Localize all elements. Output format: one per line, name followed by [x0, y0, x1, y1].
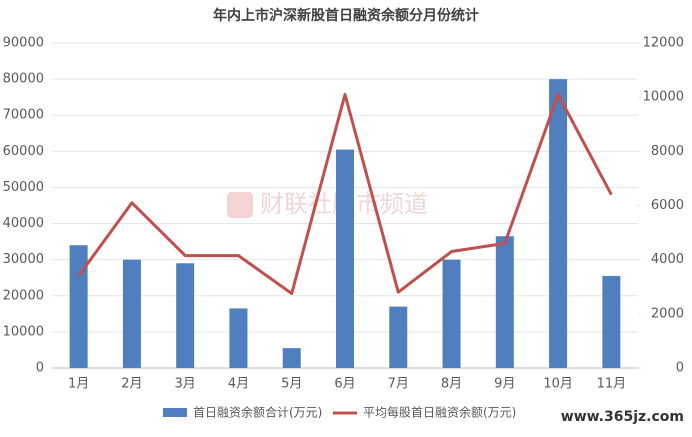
- bar: [336, 149, 354, 368]
- y-tick-label: 60000: [3, 144, 44, 159]
- y2-tick-label: 0: [676, 361, 684, 376]
- x-tick-label: 11月: [597, 377, 627, 392]
- y2-tick-label: 12000: [643, 36, 684, 51]
- y-tick-label: 30000: [3, 252, 44, 267]
- y2-tick-label: 10000: [643, 90, 684, 105]
- legend-label: 平均每股首日融资余额(万元): [363, 405, 516, 420]
- x-tick-label: 3月: [175, 377, 196, 392]
- x-tick-label: 7月: [388, 377, 409, 392]
- y2-tick-label: 6000: [651, 198, 684, 213]
- x-tick-label: 5月: [281, 377, 302, 392]
- bar: [389, 306, 408, 368]
- x-tick-label: 2月: [121, 377, 142, 392]
- x-tick-label: 1月: [68, 377, 89, 392]
- legend-swatch: [163, 408, 187, 417]
- y2-tick-label: 2000: [651, 306, 684, 321]
- bar: [122, 259, 141, 368]
- y-tick-label: 90000: [3, 36, 44, 51]
- x-tick-label: 9月: [494, 377, 515, 392]
- bar: [495, 236, 514, 368]
- bar: [229, 308, 248, 368]
- bar: [282, 348, 301, 368]
- y-tick-label: 50000: [3, 180, 44, 195]
- x-tick-label: 6月: [334, 377, 355, 392]
- y-tick-label: 80000: [3, 72, 44, 87]
- y-tick-label: 20000: [3, 288, 44, 303]
- y-tick-label: 10000: [3, 324, 44, 339]
- x-tick-label: 10月: [543, 377, 573, 392]
- x-tick-label: 8月: [441, 377, 462, 392]
- watermark-logo: [227, 192, 253, 218]
- footer-text: www.365jz.com: [561, 409, 684, 425]
- bar: [442, 259, 461, 368]
- y-tick-label: 0: [36, 361, 44, 376]
- x-tick-label: 4月: [228, 377, 249, 392]
- y-tick-label: 70000: [3, 108, 44, 123]
- y2-tick-label: 4000: [651, 252, 684, 267]
- chart-title: 年内上市沪深新股首日融资余额分月份统计: [213, 7, 479, 24]
- bar: [176, 263, 195, 368]
- bar: [69, 245, 88, 368]
- bar: [549, 79, 568, 368]
- y-tick-label: 40000: [3, 216, 44, 231]
- bar: [602, 275, 621, 368]
- legend-label: 首日融资余额合计(万元): [193, 405, 322, 420]
- line: [77, 92, 613, 296]
- y2-tick-label: 8000: [651, 144, 684, 159]
